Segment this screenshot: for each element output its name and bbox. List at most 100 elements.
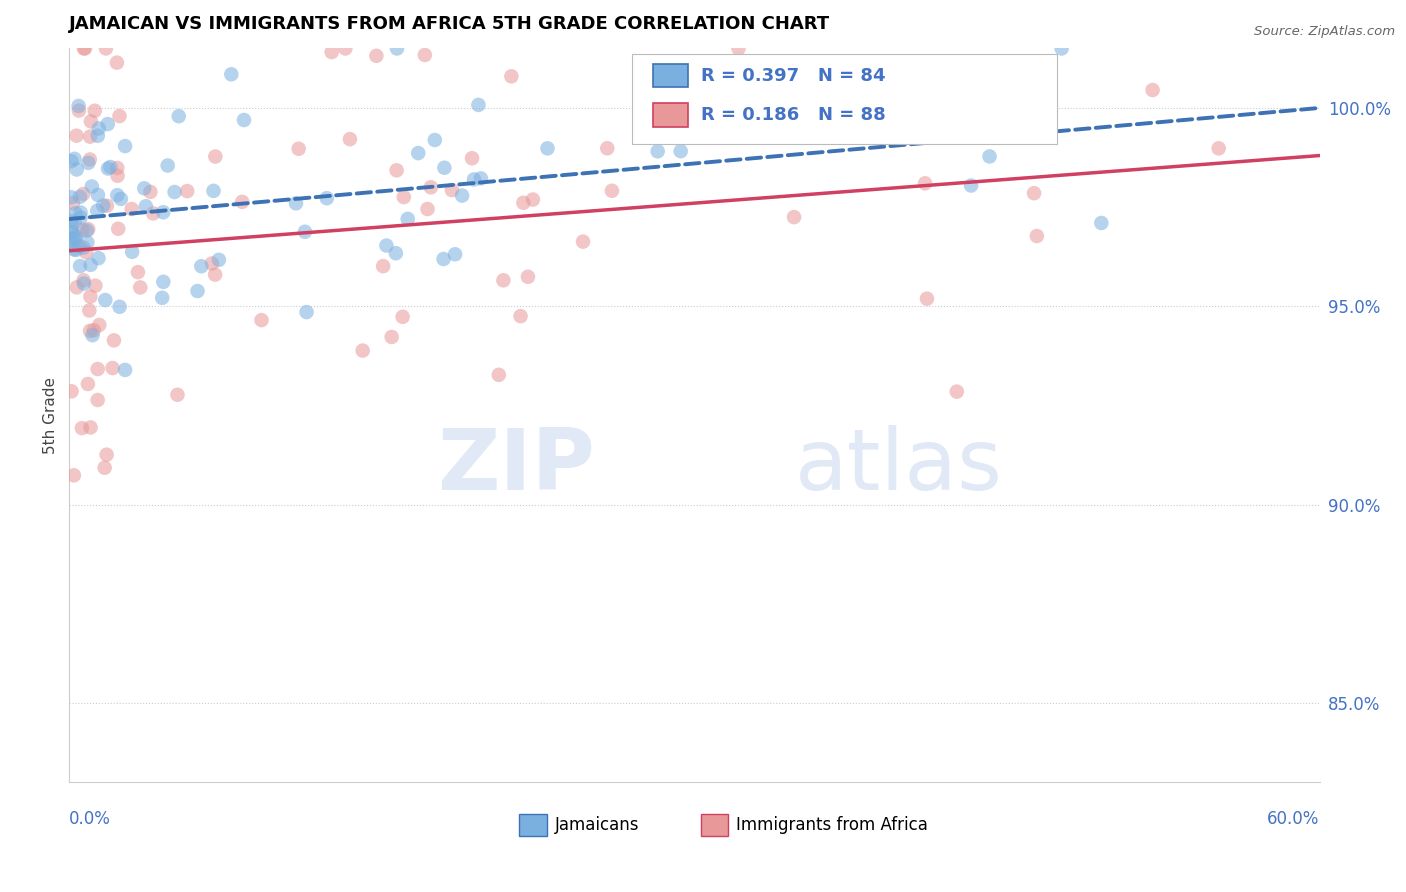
Point [96,199,118,213]
Y-axis label: 5th Grade: 5th Grade [44,376,58,454]
Point [97,161,120,176]
Point [76,223,98,237]
Point [80,114,103,128]
Point [79,290,101,304]
Point [87,121,110,136]
Point [129,280,152,294]
Point [233,113,256,128]
FancyBboxPatch shape [631,54,1057,144]
Point [69,211,91,225]
Point [73,277,96,291]
Point [79,303,101,318]
Point [385,163,408,178]
Point [392,190,415,204]
Point [127,265,149,279]
Point [60,384,83,399]
Point [114,363,136,377]
Point [65,229,87,244]
Point [72,223,94,237]
Point [135,199,157,213]
Point [69,190,91,204]
Point [66,162,89,177]
Point [285,196,308,211]
Point [60,235,83,249]
Point [492,273,515,287]
Point [67,239,90,253]
Point [1142,83,1164,97]
Point [166,388,188,402]
Point [339,132,361,146]
Point [413,48,436,62]
Point [176,184,198,198]
Point [1208,141,1230,155]
Point [946,384,969,399]
Point [101,361,124,376]
Point [385,41,408,55]
Point [231,194,253,209]
Point [77,156,100,170]
Point [63,231,86,245]
Point [647,145,669,159]
FancyBboxPatch shape [519,814,547,836]
Point [391,310,413,324]
Point [72,241,94,255]
Text: R = 0.186   N = 88: R = 0.186 N = 88 [700,106,886,124]
Point [96,448,118,462]
Point [77,376,100,391]
Point [596,141,619,155]
Point [79,258,101,272]
Point [758,116,780,130]
Point [107,221,129,235]
Point [381,330,404,344]
Point [979,149,1001,163]
Point [915,292,938,306]
Point [105,161,128,175]
Point [72,186,94,201]
Point [60,214,83,228]
Point [79,153,101,167]
Point [294,225,316,239]
Point [80,179,103,194]
Point [69,259,91,273]
Point [86,203,108,218]
Point [536,141,558,155]
Point [467,98,489,112]
Point [914,177,936,191]
Point [406,146,429,161]
Point [62,232,84,246]
Point [163,185,186,199]
Point [1050,41,1073,55]
Text: Immigrants from Africa: Immigrants from Africa [735,816,928,834]
Point [516,269,538,284]
Point [208,252,231,267]
Point [522,193,544,207]
Point [204,149,226,163]
Point [432,252,454,266]
Point [321,45,343,59]
Point [501,70,523,84]
Point [156,159,179,173]
Point [373,259,395,273]
Point [167,109,190,123]
Point [72,273,94,287]
Point [152,205,174,219]
Point [287,142,309,156]
Point [416,202,439,216]
Point [60,190,83,204]
Text: ZIP: ZIP [437,425,595,508]
Point [65,206,87,220]
FancyBboxPatch shape [700,814,728,836]
Point [134,181,156,195]
Point [110,192,132,206]
Text: Jamaicans: Jamaicans [554,816,638,834]
FancyBboxPatch shape [654,103,688,127]
Point [186,284,208,298]
Point [93,460,115,475]
Point [1090,216,1112,230]
Text: 0.0%: 0.0% [69,810,111,828]
Point [451,188,474,202]
Point [440,183,463,197]
Point [73,41,96,55]
Point [89,318,111,332]
Point [67,99,90,113]
